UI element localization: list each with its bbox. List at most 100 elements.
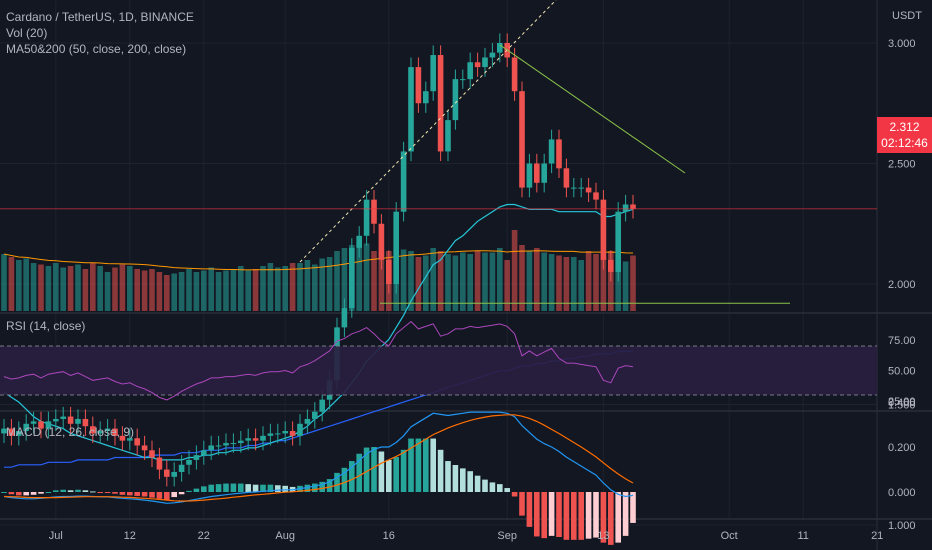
candle bbox=[82, 409, 89, 436]
macd-histogram-bar bbox=[156, 492, 163, 499]
last-price-value: 2.312 bbox=[889, 120, 920, 134]
volume-bar bbox=[245, 270, 251, 311]
macd-histogram-bar bbox=[408, 438, 414, 492]
macd-histogram-bar bbox=[630, 492, 636, 523]
candle-body bbox=[430, 55, 436, 92]
volume-bar bbox=[75, 264, 81, 311]
candle bbox=[289, 421, 296, 446]
macd-tick-label: 0.200 bbox=[888, 442, 916, 454]
macd-histogram-bar bbox=[319, 481, 325, 492]
volume-bar bbox=[400, 249, 407, 311]
candle bbox=[60, 406, 66, 429]
main-legend: Cardano / TetherUS, 1D, BINANCE Vol (20)… bbox=[6, 9, 194, 57]
volume-ma-line bbox=[3, 250, 634, 271]
macd-histogram-bar bbox=[578, 492, 584, 540]
volume-bar bbox=[156, 272, 163, 311]
candle-body bbox=[297, 423, 303, 436]
candle-body bbox=[38, 421, 44, 429]
candle-body bbox=[400, 151, 407, 212]
macd-histogram-bar bbox=[252, 484, 259, 492]
candle bbox=[415, 57, 422, 113]
price-axis-unit[interactable]: USDT bbox=[892, 10, 922, 22]
volume-bar bbox=[149, 269, 155, 311]
volume-bar bbox=[252, 269, 259, 311]
time-tick-label: 21 bbox=[871, 530, 883, 542]
candle-body bbox=[75, 418, 81, 424]
candle bbox=[608, 250, 614, 282]
candle bbox=[593, 182, 599, 210]
candle-body bbox=[600, 199, 607, 260]
candle-body bbox=[571, 187, 577, 189]
candle bbox=[452, 69, 459, 130]
rsi-label[interactable]: RSI (14, close) bbox=[6, 319, 86, 333]
ma-legend[interactable]: MA50&200 (50, close, 200, close) bbox=[6, 42, 187, 56]
candle-body bbox=[630, 204, 636, 209]
volume-bar bbox=[445, 254, 451, 311]
candle bbox=[393, 202, 399, 294]
candle-body bbox=[82, 418, 89, 427]
macd-histogram-bar bbox=[622, 492, 629, 536]
volume-bar bbox=[297, 263, 303, 311]
macd-histogram-bar bbox=[38, 492, 44, 494]
macd-histogram-bar bbox=[326, 479, 333, 492]
macd-histogram-bar bbox=[238, 483, 244, 492]
candle-body bbox=[304, 418, 311, 424]
macd-label[interactable]: MACD (12, 26, close, 9) bbox=[6, 425, 135, 439]
downtrend-line bbox=[499, 44, 686, 174]
macd-histogram-bar bbox=[230, 483, 237, 492]
volume-bar bbox=[134, 269, 140, 311]
candle bbox=[408, 57, 414, 162]
volume-bar bbox=[312, 264, 318, 311]
time-tick-label: 16 bbox=[383, 530, 395, 542]
volume-bar bbox=[178, 272, 185, 311]
candle-body bbox=[8, 428, 15, 436]
candle-body bbox=[467, 62, 473, 80]
macd-histogram-bar bbox=[585, 492, 592, 539]
candle-body bbox=[319, 399, 325, 412]
macd-histogram-bar bbox=[275, 485, 281, 492]
candle bbox=[511, 47, 518, 101]
macd-histogram-bar bbox=[8, 492, 15, 495]
volume-bar bbox=[141, 270, 148, 311]
volume-bar bbox=[164, 275, 170, 311]
volume-bar bbox=[260, 266, 266, 311]
symbol-label[interactable]: Cardano / TetherUS, 1D, BINANCE bbox=[6, 10, 194, 24]
candle-body bbox=[437, 55, 444, 152]
volume-bar bbox=[45, 266, 52, 311]
volume-bar bbox=[82, 269, 89, 311]
candle bbox=[615, 202, 621, 282]
macd-histogram-bar bbox=[474, 475, 481, 492]
candle-body bbox=[615, 211, 621, 272]
candle-body bbox=[445, 120, 451, 152]
rsi-tick-label: 50.00 bbox=[888, 366, 916, 378]
volume-bar bbox=[90, 263, 96, 311]
volume-bar bbox=[563, 257, 570, 311]
macd-histogram-bar bbox=[363, 447, 370, 492]
macd-histogram-bar bbox=[164, 492, 170, 500]
volume-legend[interactable]: Vol (20) bbox=[6, 26, 48, 40]
candle bbox=[482, 47, 488, 77]
candle bbox=[45, 411, 52, 439]
macd-histogram-bar bbox=[393, 457, 399, 492]
price-tick-label: 1.000 bbox=[888, 520, 916, 532]
macd-histogram-bar bbox=[53, 490, 59, 492]
candle bbox=[497, 33, 503, 63]
candle-body bbox=[119, 435, 126, 441]
candle-body bbox=[141, 445, 148, 451]
candle bbox=[386, 250, 392, 294]
candle-body bbox=[489, 52, 496, 58]
volume-bar bbox=[119, 264, 126, 311]
candle bbox=[208, 435, 214, 460]
macd-histogram-bar bbox=[45, 492, 52, 493]
candle-body bbox=[53, 418, 59, 422]
candle bbox=[297, 414, 303, 446]
macd-histogram-bar bbox=[178, 492, 185, 495]
candle bbox=[556, 129, 562, 178]
candle bbox=[349, 238, 355, 318]
time-tick-label: Aug bbox=[275, 530, 295, 542]
volume-bar bbox=[430, 248, 436, 311]
candle bbox=[467, 52, 473, 89]
candle-body bbox=[556, 139, 562, 169]
rsi-line bbox=[3, 320, 634, 401]
